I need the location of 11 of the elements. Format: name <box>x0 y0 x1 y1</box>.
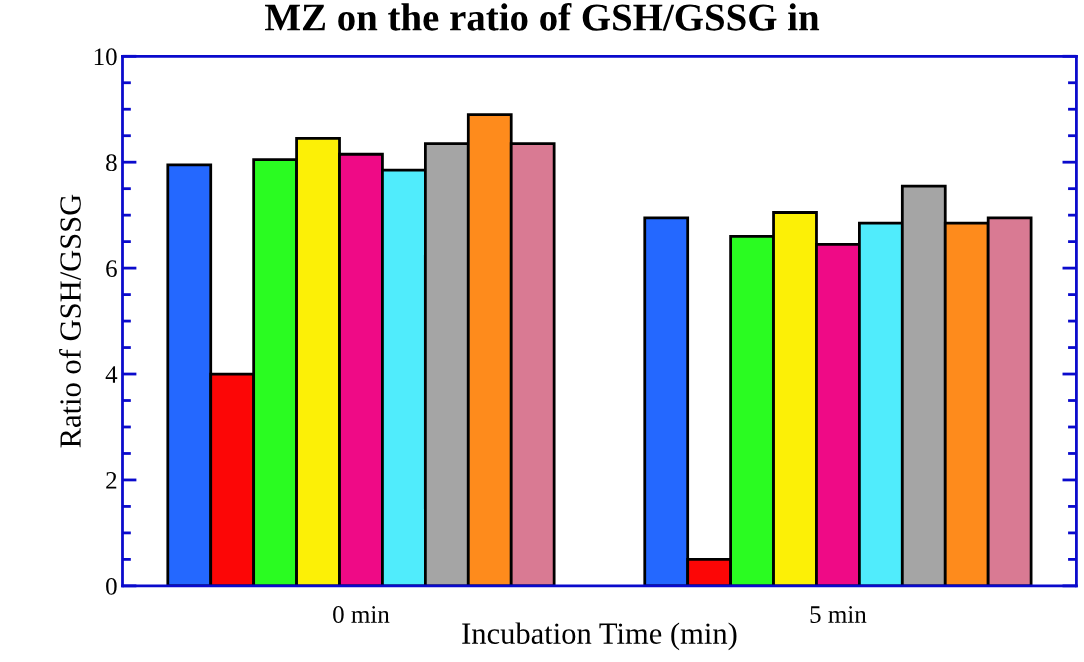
y-tick-label: 8 <box>106 154 117 172</box>
y-tick-label: 6 <box>106 260 117 278</box>
y-axis-title: Ratio of GSH/GSSG <box>59 194 81 448</box>
y-tick-label: 0 <box>106 577 117 595</box>
chart-title: MZ on the ratio of GSH/GSSG in <box>265 2 820 31</box>
y-tick-label: 10 <box>94 48 117 66</box>
y-tick-label: 2 <box>106 472 117 489</box>
y-tick-label: 4 <box>105 366 118 383</box>
x-axis-title: Incubation Time (min) <box>462 622 737 651</box>
x-tick-label: 0 min <box>333 606 390 623</box>
x-tick-label: 5 min <box>810 606 867 623</box>
